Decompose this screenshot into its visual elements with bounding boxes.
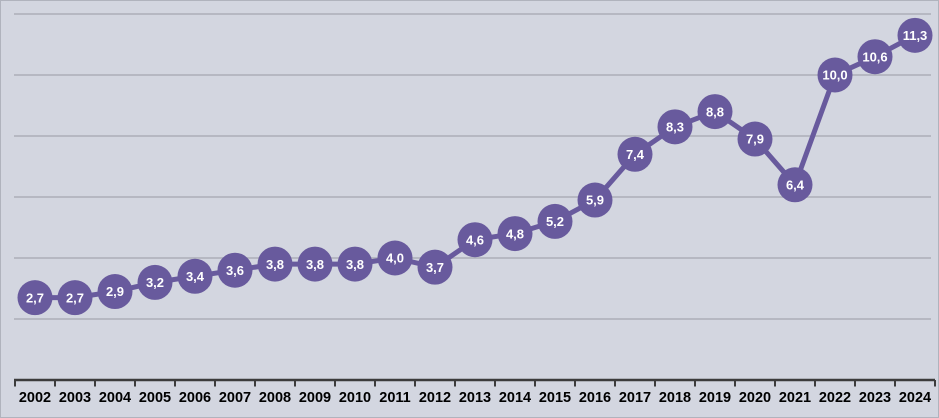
data-point-label: 3,8 <box>306 257 324 272</box>
data-point-marker <box>297 246 333 282</box>
data-point-label: 2,7 <box>66 290 84 305</box>
data-point-label: 7,9 <box>746 132 764 147</box>
data-point-marker <box>537 203 573 239</box>
x-axis-label: 2022 <box>819 390 851 406</box>
x-axis-label: 2012 <box>419 390 451 406</box>
data-point-label: 4,0 <box>386 251 404 266</box>
data-point-marker <box>777 167 813 203</box>
data-point-marker <box>497 216 533 252</box>
x-axis-label: 2021 <box>779 390 811 406</box>
x-axis-label: 2020 <box>739 390 771 406</box>
data-point-label: 11,3 <box>903 28 928 43</box>
x-axis-label: 2011 <box>379 390 410 406</box>
data-point-label: 3,7 <box>426 260 444 275</box>
x-axis-label: 2008 <box>259 390 291 406</box>
data-point-marker <box>137 264 173 300</box>
x-axis-label: 2018 <box>659 390 691 406</box>
data-point-marker <box>657 109 693 145</box>
data-point-marker <box>897 17 933 53</box>
data-point-label: 2,9 <box>106 284 124 299</box>
data-point-label: 5,9 <box>586 193 604 208</box>
x-axis-label: 2003 <box>59 390 91 406</box>
data-point-label: 3,2 <box>146 275 164 290</box>
data-point-marker <box>697 94 733 130</box>
data-point-marker <box>217 252 253 288</box>
data-point-label: 5,2 <box>546 214 564 229</box>
data-point-label: 2,7 <box>26 290 44 305</box>
data-point-marker <box>257 246 293 282</box>
x-axis-label: 2009 <box>299 390 331 406</box>
data-point-marker <box>377 240 413 276</box>
data-point-label: 10,0 <box>822 68 847 83</box>
x-axis-label: 2014 <box>499 390 531 406</box>
data-point-marker <box>17 280 53 316</box>
data-point-marker <box>857 39 893 75</box>
data-point-label: 10,6 <box>862 49 887 64</box>
x-axis-label: 2004 <box>99 390 131 406</box>
x-axis-label: 2017 <box>619 390 651 406</box>
data-point-marker <box>577 182 613 218</box>
x-axis-label: 2006 <box>179 390 211 406</box>
x-axis-label: 2016 <box>579 390 611 406</box>
x-axis-label: 2023 <box>859 390 891 406</box>
x-axis-label: 2002 <box>19 390 51 406</box>
x-axis-label: 2024 <box>899 390 931 406</box>
data-point-label: 4,6 <box>466 232 484 247</box>
data-point-label: 6,4 <box>786 177 805 192</box>
data-point-label: 8,8 <box>706 104 724 119</box>
data-point-marker <box>57 280 93 316</box>
data-point-label: 7,4 <box>626 147 645 162</box>
data-point-marker <box>617 136 653 172</box>
data-point-label: 3,8 <box>266 257 284 272</box>
data-point-marker <box>337 246 373 282</box>
data-point-label: 3,6 <box>226 263 244 278</box>
x-axis-label: 2007 <box>219 390 251 406</box>
x-axis-label: 2010 <box>339 390 371 406</box>
x-axis-label: 2013 <box>459 390 491 406</box>
data-point-label: 8,3 <box>666 120 684 135</box>
x-axis-label: 2019 <box>699 390 731 406</box>
data-point-label: 3,8 <box>346 257 364 272</box>
x-axis-label: 2015 <box>539 390 571 406</box>
data-point-marker <box>97 274 133 310</box>
data-point-label: 3,4 <box>186 269 205 284</box>
data-point-marker <box>457 222 493 258</box>
data-point-marker <box>177 258 213 294</box>
data-point-label: 4,8 <box>506 226 524 241</box>
data-point-marker <box>417 249 453 285</box>
x-axis-label: 2005 <box>139 390 171 406</box>
data-point-marker <box>737 121 773 157</box>
data-point-marker <box>817 57 853 93</box>
